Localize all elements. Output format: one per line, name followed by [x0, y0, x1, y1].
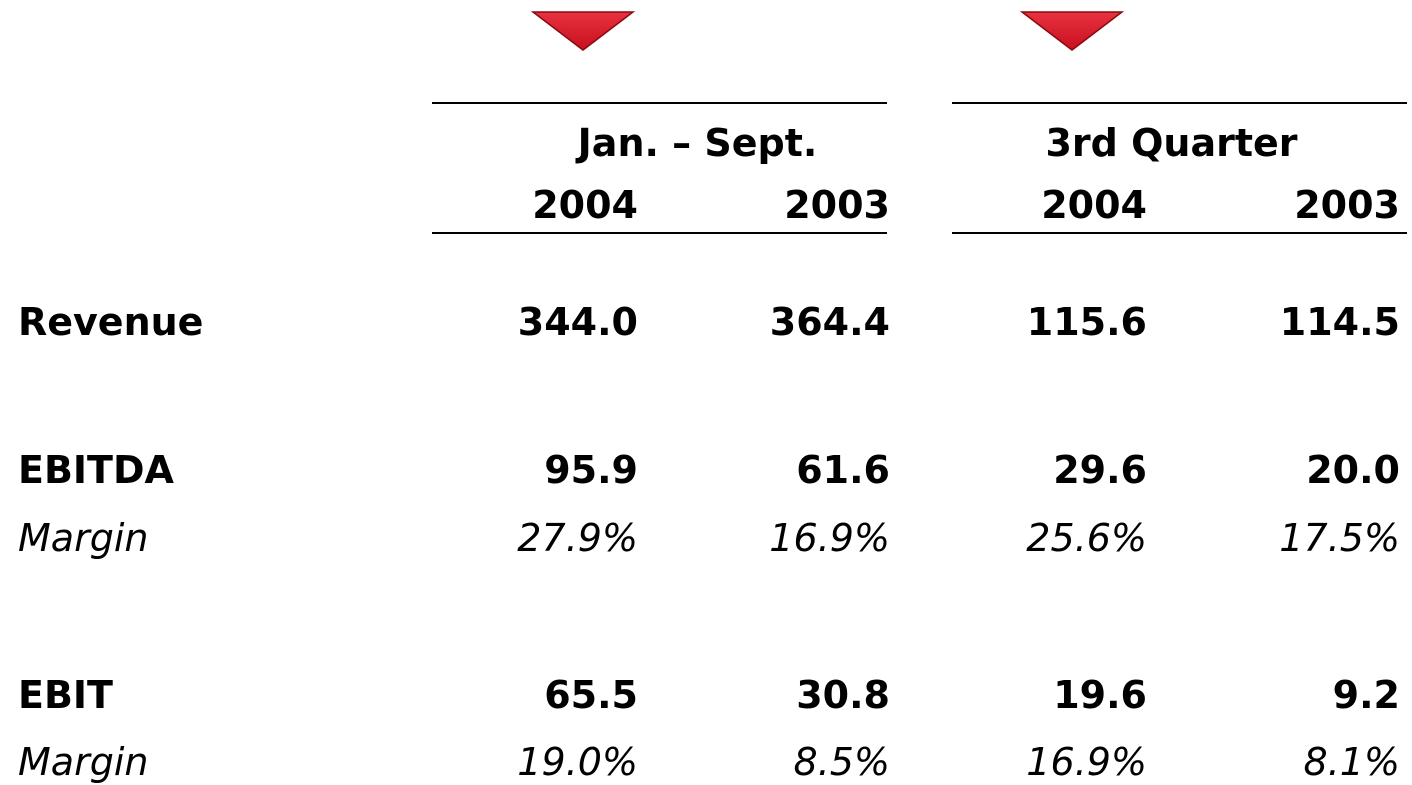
marker-triangle: [1019, 11, 1125, 51]
cell: 364.4: [769, 300, 890, 344]
group-header: Jan. – Sept.: [577, 121, 818, 165]
row-label: Margin: [18, 516, 149, 560]
group-header: 3rd Quarter: [1045, 121, 1298, 165]
rule: [432, 232, 887, 234]
cell: 16.9%: [1026, 740, 1147, 784]
cell: 61.6: [796, 448, 890, 492]
cell: 29.6: [1053, 448, 1147, 492]
rule: [432, 102, 887, 104]
column-header: 2004: [1041, 183, 1147, 227]
cell: 115.6: [1026, 300, 1147, 344]
row-label: EBITDA: [18, 448, 174, 492]
cell: 9.2: [1332, 673, 1400, 717]
cell: 95.9: [544, 448, 638, 492]
column-header: 2004: [532, 183, 638, 227]
cell: 19.0%: [517, 740, 638, 784]
cell: 19.6: [1053, 673, 1147, 717]
cell: 65.5: [544, 673, 638, 717]
row-label: EBIT: [18, 673, 113, 717]
cell: 344.0: [517, 300, 638, 344]
cell: 25.6%: [1026, 516, 1147, 560]
column-header: 2003: [784, 183, 890, 227]
cell: 20.0: [1306, 448, 1400, 492]
column-header: 2003: [1294, 183, 1400, 227]
cell: 8.1%: [1303, 740, 1400, 784]
cell: 30.8: [796, 673, 890, 717]
cell: 16.9%: [769, 516, 890, 560]
markers: [530, 11, 1125, 51]
rule: [952, 102, 1407, 104]
rule: [952, 232, 1407, 234]
row-label: Revenue: [18, 300, 204, 344]
cell: 27.9%: [517, 516, 638, 560]
cell: 17.5%: [1279, 516, 1400, 560]
row-label: Margin: [18, 740, 149, 784]
cell: 8.5%: [793, 740, 890, 784]
marker-triangle: [530, 11, 636, 51]
cell: 114.5: [1279, 300, 1400, 344]
